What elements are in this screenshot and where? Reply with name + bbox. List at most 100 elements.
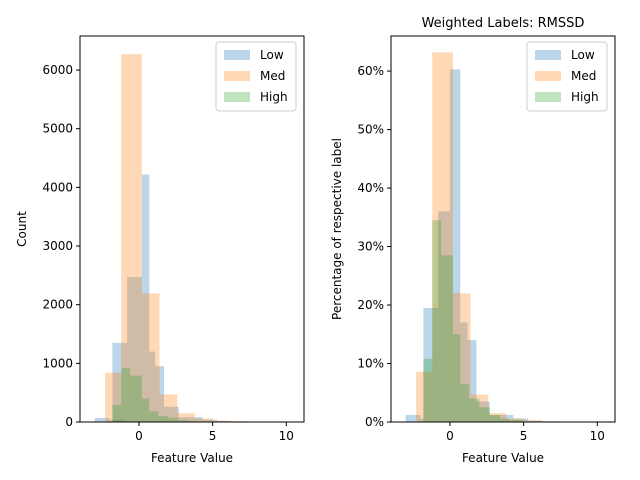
legend-box — [526, 41, 608, 112]
histogram-percentage-panel: Weighted Labels: RMSSD Feature Value Per… — [330, 16, 616, 465]
x-tick-label: 5 — [520, 429, 528, 443]
bar-high — [489, 414, 501, 422]
bar-low — [489, 414, 514, 422]
y-tick-label: 0% — [365, 415, 384, 429]
y-tick-label: 1000 — [42, 356, 73, 370]
bar-med — [121, 54, 142, 422]
y-tick-label: 5000 — [42, 122, 73, 136]
bar-med — [505, 418, 524, 422]
legend: Low Med High — [215, 41, 297, 112]
bar-low — [420, 418, 424, 422]
bar-med — [432, 52, 453, 422]
bar-med — [159, 394, 178, 422]
bar-low — [112, 342, 128, 422]
bar-med — [488, 413, 506, 422]
bar-high — [452, 334, 461, 422]
bar-med — [416, 371, 433, 422]
bar-med — [523, 420, 542, 422]
bar-low — [513, 418, 529, 422]
legend-label: Low — [260, 48, 284, 62]
y-tick-label: 30% — [357, 240, 384, 254]
legend-label: High — [571, 90, 599, 104]
y-tick-label: 50% — [357, 123, 384, 137]
bar-high — [112, 404, 122, 422]
y-tick-label: 10% — [357, 357, 384, 371]
x-tick-label: 10 — [590, 429, 605, 443]
bar-high — [469, 398, 480, 422]
bar-high — [130, 375, 142, 422]
x-axis-label: Feature Value — [462, 451, 544, 465]
bar-med — [105, 372, 122, 422]
bar-high — [508, 420, 524, 422]
bar-low — [460, 322, 468, 422]
legend-swatch — [224, 71, 250, 81]
bar-med — [452, 293, 471, 422]
plot-frame — [79, 35, 305, 423]
bar-high — [121, 368, 131, 422]
bar-high — [479, 407, 490, 422]
bar-med — [212, 420, 231, 422]
bar-high — [460, 383, 470, 422]
histogram-count-panel: Feature Value Count 0 5 10 0 1000 2000 3000 400… — [15, 35, 305, 465]
bar-low — [423, 307, 439, 422]
legend-label: Med — [571, 69, 596, 83]
legend-label: Low — [571, 48, 595, 62]
legend-label: Med — [260, 69, 285, 83]
bar-med — [194, 418, 213, 422]
legend-box — [215, 41, 297, 112]
y-tick-label: 60% — [357, 64, 384, 78]
bar-low — [528, 420, 543, 422]
bar-low — [449, 69, 461, 422]
y-tick-label: 2000 — [42, 298, 73, 312]
bar-low — [94, 417, 110, 422]
bar-low — [155, 366, 164, 422]
x-tick-label: 5 — [209, 429, 217, 443]
bar-high — [432, 220, 442, 422]
legend-label: High — [260, 90, 288, 104]
y-tick-label: 3000 — [42, 239, 73, 253]
bar-high — [423, 358, 433, 422]
y-axis-label: Count — [15, 211, 29, 247]
bar-low — [109, 419, 125, 422]
x-tick-label: 10 — [279, 429, 294, 443]
bar-high — [158, 416, 169, 422]
bar-low — [127, 277, 142, 422]
bar-low — [438, 211, 450, 422]
bar-med — [141, 293, 160, 422]
bar-med — [470, 394, 489, 422]
bar-high — [178, 420, 190, 422]
legend-swatch — [224, 50, 250, 60]
x-tick-label: 0 — [446, 429, 454, 443]
x-tick-label: 0 — [135, 429, 143, 443]
bar-low — [476, 401, 490, 422]
bars — [94, 54, 302, 422]
legend-swatch — [224, 92, 250, 102]
bar-low — [149, 351, 156, 422]
bar-high — [441, 255, 453, 422]
bar-low — [164, 406, 179, 422]
y-tick-label: 40% — [357, 181, 384, 195]
y-tick-label: 4000 — [42, 180, 73, 194]
bars — [405, 52, 613, 422]
bar-med — [177, 413, 195, 422]
bar-high — [168, 417, 179, 422]
y-tick-label: 0 — [65, 415, 73, 429]
legend-swatch — [535, 71, 561, 81]
bar-low — [405, 414, 421, 422]
bar-low — [202, 419, 218, 422]
chart-title: Weighted Labels: RMSSD — [422, 16, 585, 31]
bar-low — [467, 340, 477, 422]
bar-high — [149, 411, 159, 422]
y-axis-label: Percentage of respective label — [330, 138, 344, 320]
legend-swatch — [535, 50, 561, 60]
y-tick-label: 6000 — [42, 63, 73, 77]
bar-high — [141, 398, 150, 422]
plot-frame — [390, 35, 616, 423]
bar-low — [178, 417, 203, 422]
x-axis-label: Feature Value — [151, 451, 233, 465]
bar-low — [141, 174, 150, 422]
legend: Low Med High — [526, 41, 608, 112]
y-tick-label: 20% — [357, 298, 384, 312]
legend-swatch — [535, 92, 561, 102]
